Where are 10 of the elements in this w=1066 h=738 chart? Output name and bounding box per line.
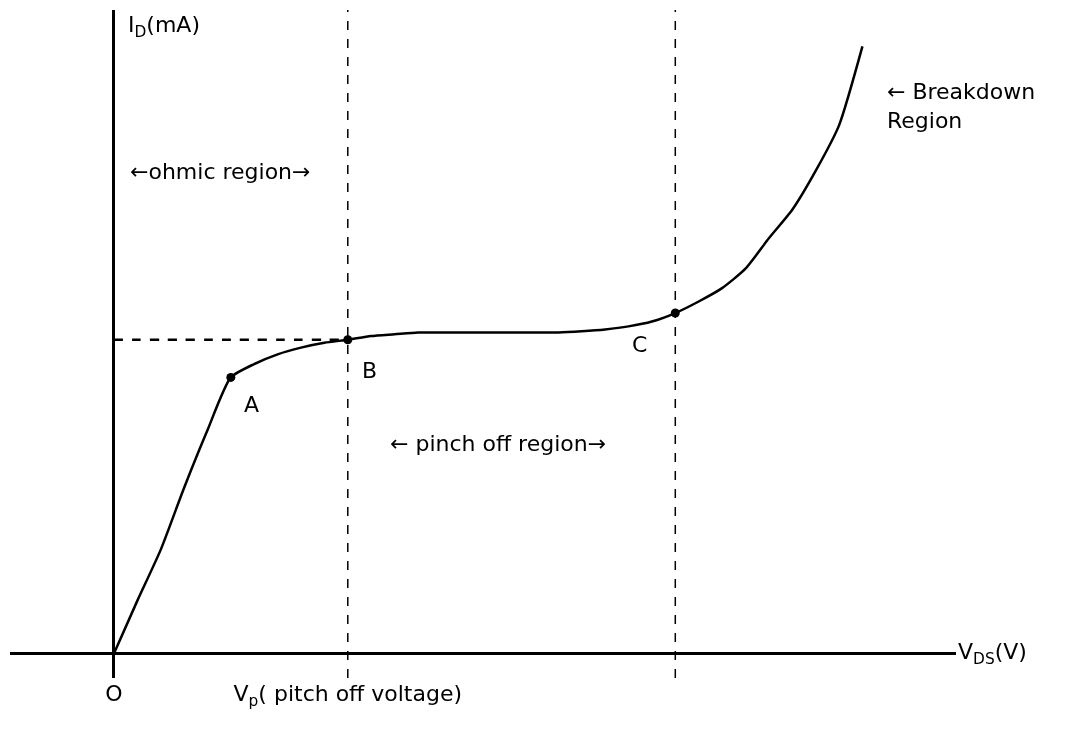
- x-axis-title: V$_{DS}$(V): [958, 639, 1027, 668]
- annotation: B: [362, 358, 378, 383]
- annotation: ← Breakdown Region: [887, 79, 1036, 133]
- annotation: ←ohmic region→: [130, 159, 311, 184]
- annotation: C: [632, 332, 648, 357]
- x-tick-label: O: [105, 681, 123, 706]
- x-tick-label: V$_{p}$( pitch off voltage): [233, 681, 463, 710]
- y-axis-title: I$_{D}$(mA): [128, 12, 201, 41]
- annotation: A: [244, 392, 260, 417]
- annotation: ← pinch off region→: [390, 431, 607, 456]
